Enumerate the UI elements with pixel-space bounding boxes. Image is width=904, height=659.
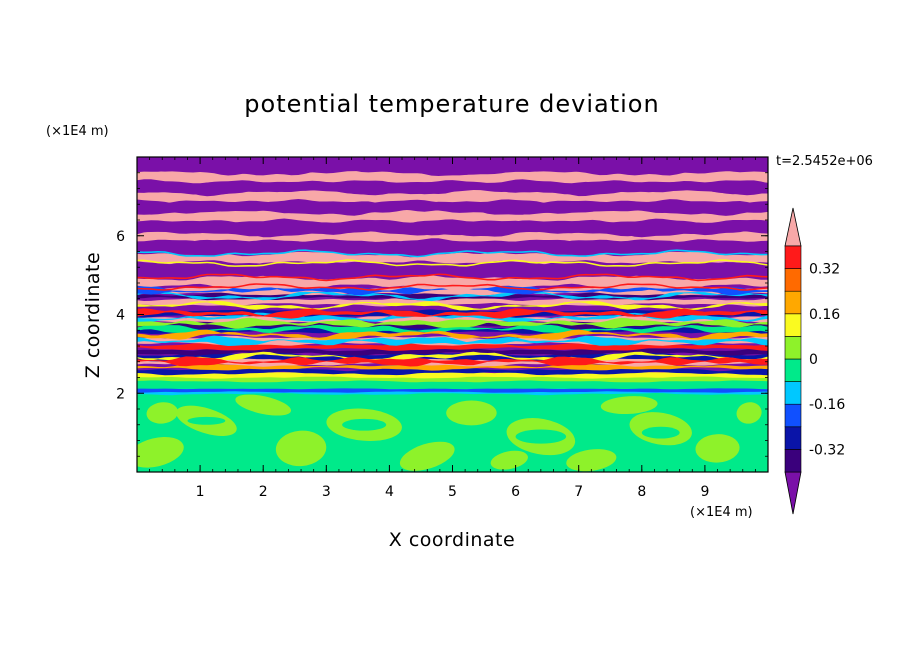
layer-edge — [137, 259, 768, 267]
lime-patch — [275, 430, 327, 467]
mixing-streak — [137, 356, 768, 367]
colorbar-bin — [784, 268, 802, 292]
upper-pink-layer — [137, 189, 768, 206]
mixing-streak — [137, 312, 768, 324]
mixing-streak — [137, 335, 768, 346]
mixing-streak — [137, 300, 768, 311]
upper-purple-layer — [137, 219, 768, 237]
x-tick-label: 2 — [259, 484, 268, 500]
lime-patch — [600, 396, 658, 415]
y-axis-ticks: 2 4 6 — [116, 172, 768, 457]
colorbar-label: -0.32 — [809, 442, 845, 458]
colorbar: 0.32 0.16 0 -0.16 -0.32 — [784, 207, 845, 515]
time-label: t=2.5452e+06 — [776, 154, 873, 169]
x-tick-label: 7 — [574, 484, 583, 500]
x-tick-label: 1 — [196, 484, 205, 500]
x-tick-label: 3 — [322, 484, 331, 500]
upper-purple-layer — [137, 180, 768, 195]
x-tick-label: 6 — [511, 484, 520, 500]
lime-patch — [399, 441, 455, 471]
mixing-streak — [137, 290, 768, 302]
mixing-streak — [137, 308, 768, 319]
mixed-layer — [137, 362, 768, 371]
lime-patch — [137, 437, 184, 468]
x-tick-label: 4 — [385, 484, 394, 500]
green-patch — [515, 429, 567, 444]
colorbar-label: 0.16 — [809, 307, 840, 323]
lime-patch — [490, 450, 528, 470]
colorbar-bin — [784, 336, 802, 360]
y-unit-label: (×1E4 m) — [46, 124, 109, 139]
x-unit-label: (×1E4 m) — [690, 505, 753, 520]
upper-purple-layer — [137, 199, 768, 215]
mixing-streak — [137, 351, 768, 363]
y-tick-label: 6 — [116, 229, 125, 245]
lime-patch — [695, 434, 740, 463]
lime-patch — [146, 402, 178, 424]
colorbar-bin — [784, 245, 802, 269]
lime-patch — [235, 394, 292, 416]
colorbar-bin — [784, 381, 802, 405]
upper-purple-layer — [137, 157, 768, 176]
chart-title: potential temperature deviation — [244, 90, 659, 118]
contour-field — [137, 157, 768, 472]
colorbar-bin — [784, 449, 802, 473]
colorbar-bin — [784, 290, 802, 315]
colorbar-lower-extend — [784, 471, 802, 515]
x-axis-ticks: 1 2 3 4 5 6 7 8 9 — [149, 157, 769, 500]
upper-purple-layer — [137, 239, 768, 256]
lime-patch — [446, 400, 497, 426]
green-patch — [641, 426, 680, 439]
colorbar-bin — [784, 426, 802, 450]
colorbar-bin — [784, 358, 802, 382]
mixing-streak — [137, 317, 768, 329]
layer-edge — [137, 249, 768, 258]
y-axis-title: Z coordinate — [82, 252, 104, 378]
x-tick-label: 5 — [448, 484, 457, 500]
layer-edge — [137, 273, 768, 282]
green-patch — [342, 418, 387, 431]
green-patch — [187, 416, 226, 425]
y-tick-label: 4 — [116, 308, 125, 324]
colorbar-label: 0.32 — [809, 262, 840, 278]
upper-pink-layer — [137, 208, 768, 225]
mixing-streak — [137, 324, 768, 335]
colorbar-label: -0.16 — [809, 397, 845, 413]
colorbar-bin — [784, 403, 802, 428]
colorbar-label: 0 — [809, 352, 818, 368]
colorbar-upper-extend — [784, 207, 802, 247]
lime-patch — [736, 402, 762, 424]
x-axis-title: X coordinate — [389, 529, 515, 551]
colorbar-bin — [784, 313, 802, 337]
x-tick-label: 9 — [700, 484, 709, 500]
mixing-streak — [137, 329, 768, 340]
x-tick-label: 8 — [637, 484, 646, 500]
y-tick-label: 2 — [116, 386, 125, 402]
